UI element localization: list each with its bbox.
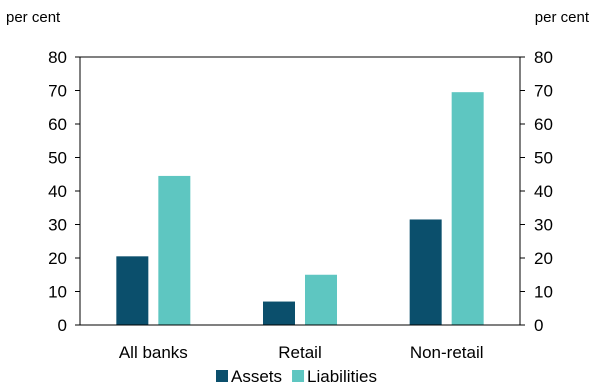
legend: Assets Liabilities: [216, 367, 377, 386]
right-tick-label: 70: [534, 82, 553, 101]
right-tick-label: 80: [534, 48, 553, 67]
category-label: Retail: [278, 343, 321, 362]
bar-liabilities-retail: [305, 274, 337, 325]
bar-assets-retail: [263, 301, 295, 325]
right-tick-label: 30: [534, 216, 553, 235]
right-axis-unit-label: per cent: [535, 9, 590, 26]
legend-label-liabilities: Liabilities: [307, 367, 377, 386]
legend-swatch-assets: [216, 370, 228, 382]
bar-assets-non-retail: [409, 219, 442, 325]
right-tick-label: 20: [534, 249, 553, 268]
left-y-axis-ticks: 0 10 20 30 40 50 60 70 80: [48, 48, 80, 335]
left-tick-label: 30: [48, 216, 67, 235]
right-tick-label: 50: [534, 149, 553, 168]
left-tick-label: 20: [48, 249, 67, 268]
category-label: Non-retail: [410, 343, 484, 362]
left-tick-label: 40: [48, 182, 67, 201]
right-y-axis-ticks: 0 10 20 30 40 50 60 70 80: [520, 48, 553, 335]
left-tick-label: 10: [48, 283, 67, 302]
legend-label-assets: Assets: [231, 367, 282, 386]
bar-series: [116, 92, 484, 325]
bar-liabilities-all-banks: [158, 175, 191, 325]
right-tick-label: 10: [534, 283, 553, 302]
left-axis-unit-label: per cent: [6, 9, 61, 26]
right-tick-label: 40: [534, 182, 553, 201]
legend-swatch-liabilities: [292, 370, 305, 382]
left-tick-label: 0: [58, 316, 67, 335]
category-label: All banks: [119, 343, 188, 362]
left-tick-label: 80: [48, 48, 67, 67]
bar-assets-all-banks: [116, 256, 149, 325]
left-tick-label: 60: [48, 115, 67, 134]
bar-liabilities-non-retail: [451, 92, 484, 325]
plot-area-frame: [79, 56, 521, 326]
right-tick-label: 60: [534, 115, 553, 134]
left-tick-label: 70: [48, 82, 67, 101]
right-tick-label: 0: [534, 316, 543, 335]
left-tick-label: 50: [48, 149, 67, 168]
category-axis-labels: All banks Retail Non-retail: [119, 343, 484, 362]
